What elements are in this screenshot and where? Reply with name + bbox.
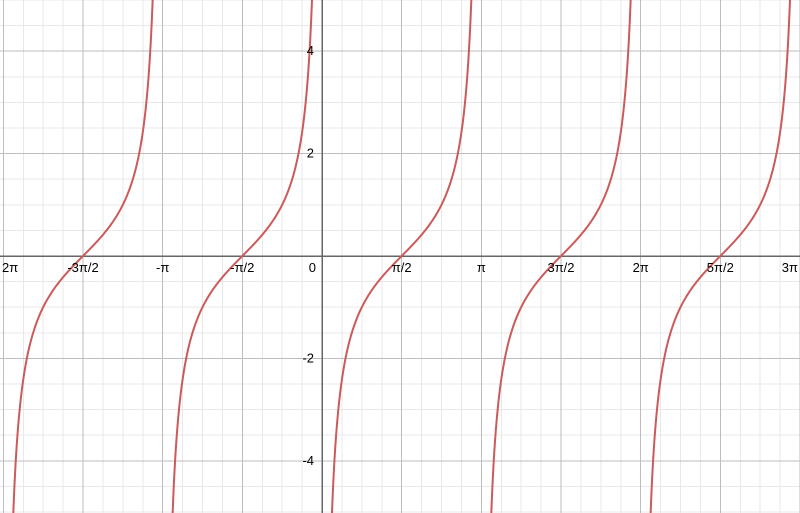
- x-tick-label: -3π/2: [67, 260, 98, 275]
- y-tick-label: -4: [302, 453, 314, 468]
- x-tick-label: π/2: [392, 260, 412, 275]
- y-tick-label: 4: [307, 43, 314, 58]
- y-tick-label: -2: [302, 350, 314, 365]
- x-tick-label: -π: [156, 260, 169, 275]
- x-tick-label: 2π: [2, 260, 18, 275]
- y-tick-label: 2: [307, 146, 314, 161]
- x-tick-label: 2π: [633, 260, 649, 275]
- x-tick-label: -π/2: [230, 260, 254, 275]
- x-tick-label: 3π: [782, 260, 798, 275]
- cotangent-graph: 2π -3π/2 -π -π/2 0 π/2 π 3π/2 2π 5π/2 3π 4 2 -2 -4: [0, 0, 800, 513]
- x-tick-label: 5π/2: [707, 260, 734, 275]
- x-tick-label: 0: [309, 260, 316, 275]
- chart-svg: 2π -3π/2 -π -π/2 0 π/2 π 3π/2 2π 5π/2 3π 4 2 -2 -4: [0, 0, 800, 513]
- x-tick-label: π: [477, 260, 486, 275]
- x-tick-label: 3π/2: [547, 260, 574, 275]
